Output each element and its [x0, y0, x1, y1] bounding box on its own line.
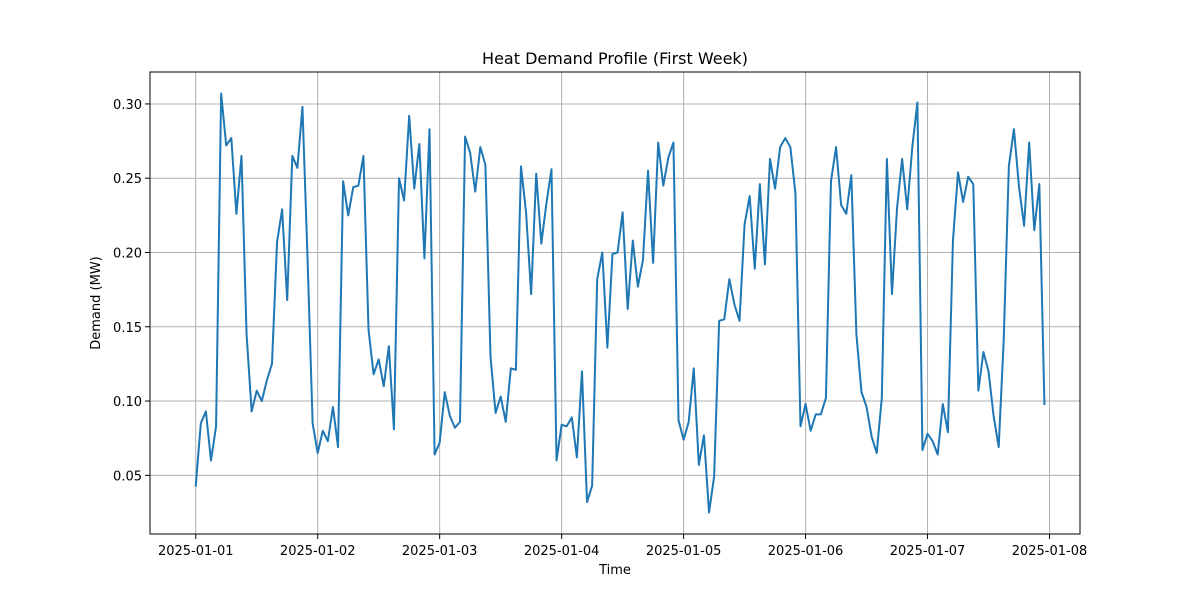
y-tick-label: 0.30: [113, 98, 142, 113]
demand-series-line: [194, 92, 1046, 514]
gridlines: [150, 72, 1080, 534]
x-tick-label: 2025-01-04: [524, 544, 600, 559]
x-tick-label: 2025-01-08: [1012, 544, 1088, 559]
y-tick-label: 0.10: [113, 395, 142, 410]
y-axis-title: Demand (MW): [89, 256, 104, 349]
x-tick-label: 2025-01-05: [646, 544, 722, 559]
y-tick-label: 0.20: [113, 246, 142, 261]
line-series: [194, 92, 1046, 514]
x-tick-label: 2025-01-03: [402, 544, 478, 559]
y-tick-label: 0.25: [113, 172, 142, 187]
x-tick-label: 2025-01-07: [890, 544, 966, 559]
y-axis: 0.05 0.10 0.15 0.20 0.25 0.30: [113, 98, 150, 484]
x-axis: 2025-01-01 2025-01-02 2025-01-03 2025-01-04…: [158, 534, 1087, 559]
y-tick-label: 0.15: [113, 321, 142, 336]
chart-title: Heat Demand Profile (First Week): [482, 49, 748, 68]
x-axis-title: Time: [598, 563, 631, 578]
plot-area-frame: [149, 71, 1081, 535]
y-tick-label: 0.05: [113, 469, 142, 484]
x-tick-label: 2025-01-02: [280, 544, 356, 559]
x-tick-label: 2025-01-01: [158, 544, 234, 559]
x-tick-label: 2025-01-06: [768, 544, 844, 559]
